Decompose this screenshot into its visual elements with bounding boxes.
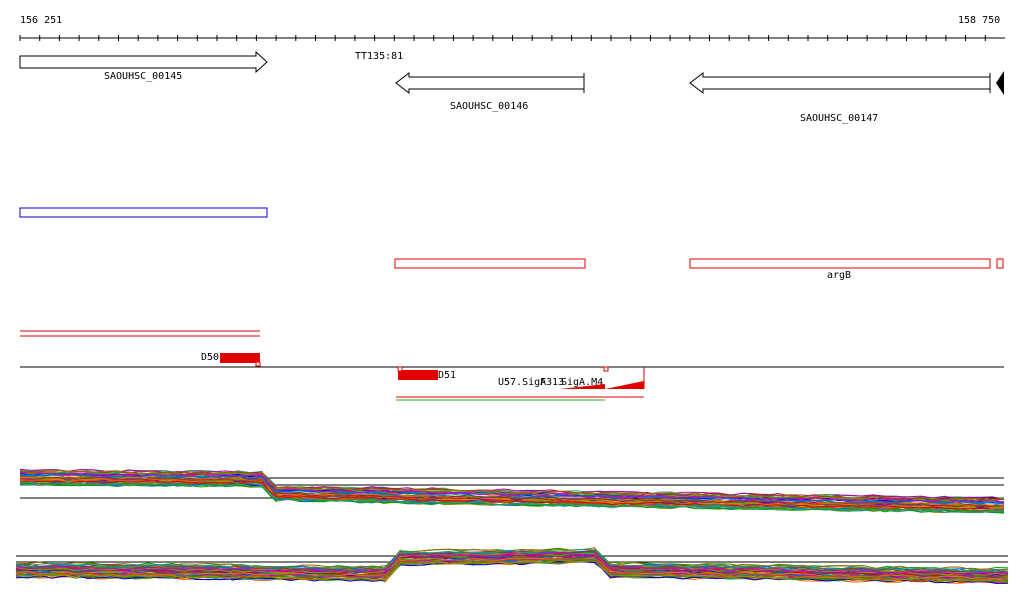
terminator-label[interactable]: TT135:81: [355, 51, 404, 62]
expression-track-1: [19, 468, 1005, 514]
track2-expression-line: [15, 553, 1009, 577]
gene-arrow-saouhsc-00147[interactable]: [689, 71, 991, 95]
d50-feature[interactable]: [220, 353, 260, 363]
track1-expression-line: [19, 476, 1005, 507]
siga-feature[interactable]: [560, 366, 645, 389]
red-feature-box-small[interactable]: [996, 258, 1004, 269]
red-feature-box-argb[interactable]: [689, 258, 991, 269]
gene-arrow-partial[interactable]: [996, 71, 1004, 95]
coordinate-ruler: [19, 35, 1005, 41]
u57-siga-label[interactable]: U57.SigA: [498, 377, 547, 388]
track2-expression-line: [15, 554, 1008, 578]
d51-label[interactable]: D51: [438, 370, 457, 381]
red-feature-box-1[interactable]: [394, 258, 586, 269]
track1-expression-line: [19, 475, 1005, 507]
track1-expression-line: [19, 476, 1005, 508]
gene-label-saouhsc-00146[interactable]: SAOUHSC_00146: [450, 101, 529, 112]
track1-expression-line: [19, 472, 1005, 503]
track1-expression-line: [19, 468, 1005, 499]
blue-feature-box[interactable]: [19, 207, 268, 218]
track1-expression-line: [19, 481, 1005, 513]
d50-label[interactable]: D50: [201, 352, 220, 363]
track2-expression-line: [15, 556, 1009, 581]
gene-arrow-saouhsc-00146[interactable]: [395, 71, 585, 95]
track2-expression-line: [15, 547, 1009, 571]
d51-feature[interactable]: [398, 370, 438, 380]
ruler-end-label: 158 750: [958, 15, 1001, 26]
gene-arrow-saouhsc-00145[interactable]: [19, 50, 268, 74]
gene-track: [19, 50, 1004, 95]
gene-label-saouhsc-00145[interactable]: SAOUHSC_00145: [104, 71, 183, 82]
track2-expression-line: [15, 551, 1009, 575]
track2-expression-line: [15, 548, 1009, 573]
expression-track-2: [15, 547, 1009, 584]
siga-m4-label[interactable]: SigA.M4: [561, 377, 604, 388]
argb-label[interactable]: argB: [827, 270, 852, 281]
ruler-ticks: [19, 35, 986, 41]
gene-label-saouhsc-00147[interactable]: SAOUHSC_00147: [800, 113, 879, 124]
ruler-start-label: 156 251: [20, 15, 63, 26]
track1-expression-line: [19, 469, 1005, 501]
track1-expression-line: [19, 480, 1005, 510]
f313-label[interactable]: F313: [540, 377, 565, 388]
